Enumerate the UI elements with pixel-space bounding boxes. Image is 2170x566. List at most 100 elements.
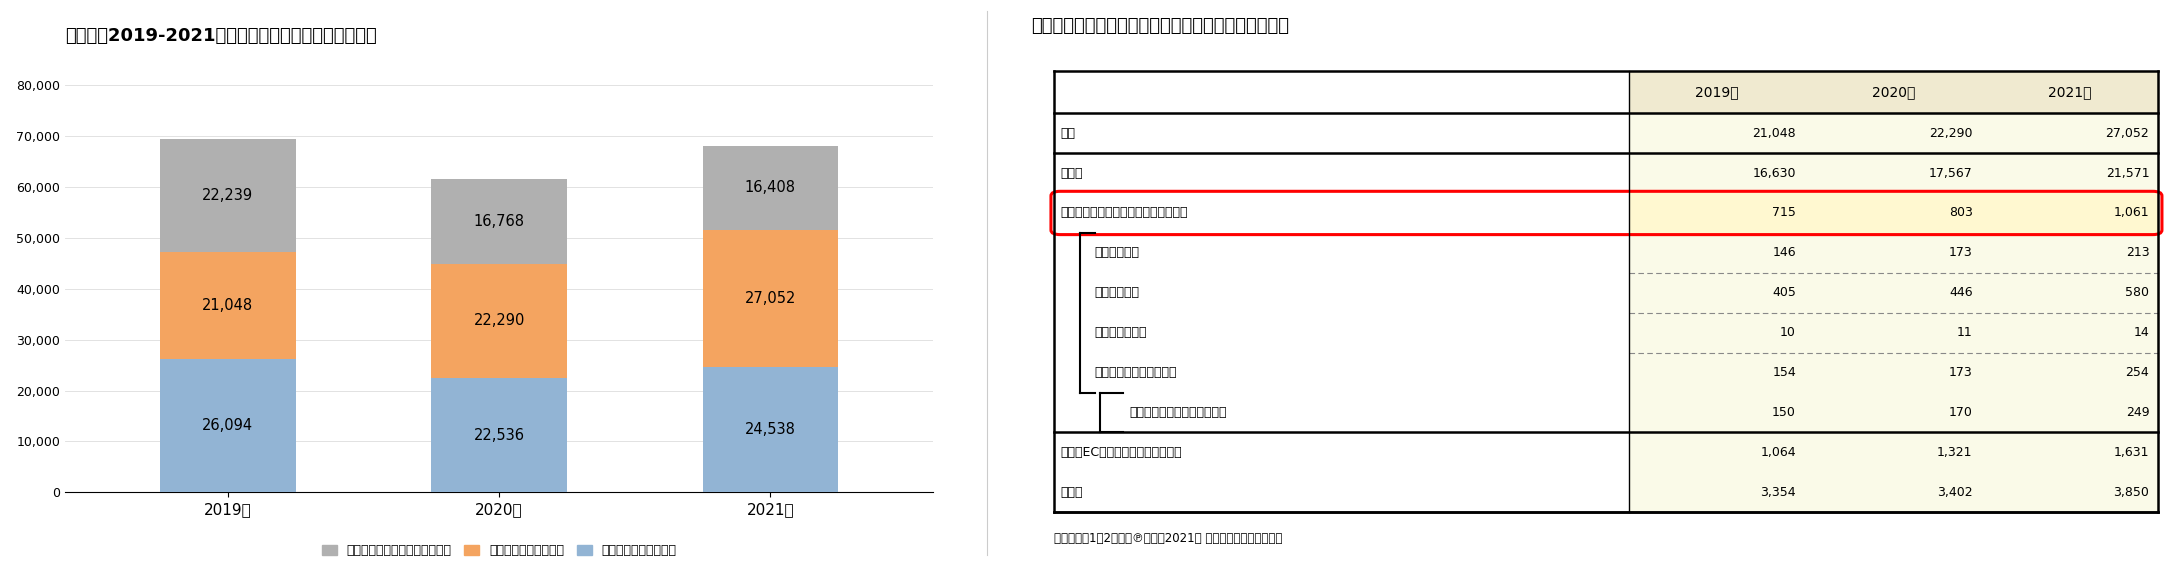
Bar bbox=[1628, 193, 1805, 233]
Bar bbox=[1981, 432, 2159, 472]
Text: 2021年: 2021年 bbox=[2048, 85, 2092, 99]
Bar bbox=[1805, 312, 1981, 353]
Bar bbox=[1805, 353, 1981, 393]
Text: 254: 254 bbox=[2127, 366, 2148, 379]
Bar bbox=[1981, 273, 2159, 312]
Bar bbox=[1628, 312, 1805, 353]
Text: 173: 173 bbox=[1949, 366, 1973, 379]
Text: 21,048: 21,048 bbox=[1753, 127, 1797, 140]
Text: 11: 11 bbox=[1957, 326, 1973, 339]
Bar bbox=[1628, 472, 1805, 512]
Text: 2019年: 2019年 bbox=[1695, 85, 1738, 99]
Bar bbox=[1628, 393, 1805, 432]
Bar bbox=[1805, 273, 1981, 312]
Text: 715: 715 bbox=[1773, 207, 1797, 220]
Text: 1,064: 1,064 bbox=[1760, 446, 1797, 459]
Text: 16,630: 16,630 bbox=[1753, 166, 1797, 179]
Bar bbox=[1055, 393, 1628, 432]
Bar bbox=[1055, 193, 1628, 233]
Text: 22,290: 22,290 bbox=[1929, 127, 1973, 140]
Bar bbox=[1805, 472, 1981, 512]
Bar bbox=[161, 139, 295, 252]
Text: 媒体費: 媒体費 bbox=[1061, 166, 1083, 179]
Text: 405: 405 bbox=[1773, 286, 1797, 299]
Text: 1,061: 1,061 bbox=[2114, 207, 2148, 220]
Bar bbox=[161, 252, 295, 359]
Bar bbox=[432, 264, 566, 378]
Text: 3,402: 3,402 bbox=[1938, 486, 1973, 499]
Text: 21,048: 21,048 bbox=[202, 298, 254, 314]
Text: 21,571: 21,571 bbox=[2105, 166, 2148, 179]
Text: ラジオデジタル: ラジオデジタル bbox=[1094, 326, 1148, 339]
Bar bbox=[1805, 113, 1981, 153]
Bar bbox=[1055, 472, 1628, 512]
Text: 146: 146 bbox=[1773, 246, 1797, 259]
Text: 図表１　2019-2021年の媒体別広告費（単位：億円）: 図表１ 2019-2021年の媒体別広告費（単位：億円） bbox=[65, 27, 378, 45]
Text: 22,536: 22,536 bbox=[473, 427, 525, 443]
Bar bbox=[1628, 353, 1805, 393]
Text: 22,290: 22,290 bbox=[473, 314, 525, 328]
Bar bbox=[1805, 71, 1981, 113]
Text: うちマス４媒体由来のデジタル広告費: うちマス４媒体由来のデジタル広告費 bbox=[1061, 207, 1187, 220]
Text: 制作費: 制作費 bbox=[1061, 486, 1083, 499]
Text: 3,850: 3,850 bbox=[2114, 486, 2148, 499]
Bar bbox=[1628, 273, 1805, 312]
Bar bbox=[1055, 113, 1628, 153]
Text: 27,052: 27,052 bbox=[744, 291, 796, 306]
Text: 24,538: 24,538 bbox=[744, 422, 796, 438]
Bar bbox=[432, 378, 566, 492]
Text: 22,239: 22,239 bbox=[202, 188, 254, 203]
Text: 1,631: 1,631 bbox=[2114, 446, 2148, 459]
Text: 新聞デジタル: 新聞デジタル bbox=[1094, 246, 1139, 259]
Bar bbox=[1055, 312, 1628, 353]
Text: 3,354: 3,354 bbox=[1760, 486, 1797, 499]
Bar bbox=[1981, 472, 2159, 512]
Bar bbox=[1628, 71, 1805, 113]
Bar bbox=[703, 146, 838, 230]
Bar bbox=[1805, 432, 1981, 472]
Bar bbox=[1628, 113, 1805, 153]
Text: テレビメディア関連動画広告: テレビメディア関連動画広告 bbox=[1128, 406, 1226, 419]
Bar bbox=[432, 179, 566, 264]
Text: 27,052: 27,052 bbox=[2105, 127, 2148, 140]
Bar bbox=[1055, 233, 1628, 273]
Bar bbox=[1805, 393, 1981, 432]
Text: 213: 213 bbox=[2127, 246, 2148, 259]
Bar bbox=[1055, 153, 1628, 193]
Bar bbox=[1981, 233, 2159, 273]
Bar bbox=[1628, 153, 1805, 193]
Text: テレビメディアデジタル: テレビメディアデジタル bbox=[1094, 366, 1176, 379]
Text: 雑誌デジタル: 雑誌デジタル bbox=[1094, 286, 1139, 299]
Bar bbox=[1805, 153, 1981, 193]
Bar bbox=[1981, 113, 2159, 153]
Bar bbox=[1981, 193, 2159, 233]
Bar bbox=[1981, 312, 2159, 353]
Text: 17,567: 17,567 bbox=[1929, 166, 1973, 179]
Text: 物販系ECプラットフォーム広告費: 物販系ECプラットフォーム広告費 bbox=[1061, 446, 1183, 459]
Text: 170: 170 bbox=[1949, 406, 1973, 419]
Bar bbox=[1981, 353, 2159, 393]
Text: 154: 154 bbox=[1773, 366, 1797, 379]
Bar bbox=[1055, 273, 1628, 312]
Text: 14: 14 bbox=[2133, 326, 2148, 339]
Text: 150: 150 bbox=[1773, 406, 1797, 419]
Text: 173: 173 bbox=[1949, 246, 1973, 259]
Text: 803: 803 bbox=[1949, 207, 1973, 220]
Bar bbox=[1628, 432, 1805, 472]
Bar bbox=[1981, 393, 2159, 432]
Text: 446: 446 bbox=[1949, 286, 1973, 299]
Bar bbox=[1805, 193, 1981, 233]
Bar bbox=[703, 230, 838, 367]
Text: 総額: 総額 bbox=[1061, 127, 1074, 140]
Text: 16,768: 16,768 bbox=[473, 214, 525, 229]
Text: 580: 580 bbox=[2124, 286, 2148, 299]
Bar bbox=[1628, 233, 1805, 273]
Text: 16,408: 16,408 bbox=[744, 181, 796, 195]
Text: 資料：図表1、2ともに℗電通「2021年 日本の広告費」より作成: 資料：図表1、2ともに℗電通「2021年 日本の広告費」より作成 bbox=[1055, 532, 1282, 545]
Bar bbox=[1055, 353, 1628, 393]
Bar bbox=[1981, 71, 2159, 113]
Text: 249: 249 bbox=[2127, 406, 2148, 419]
Legend: プロモーションメディア広告費, インターネット広告費, マスコミ４媒体広告費: プロモーションメディア広告費, インターネット広告費, マスコミ４媒体広告費 bbox=[317, 539, 681, 563]
Bar bbox=[161, 359, 295, 492]
Bar bbox=[1805, 233, 1981, 273]
